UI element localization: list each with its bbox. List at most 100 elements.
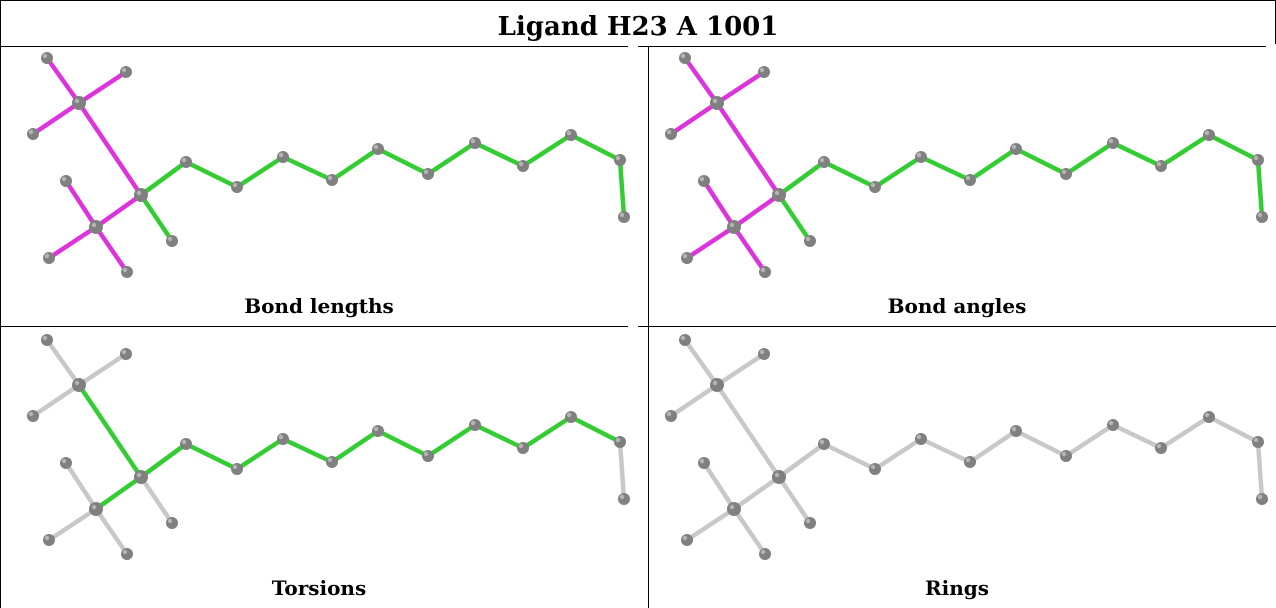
bond [30,382,82,419]
atom-highlight [423,451,429,457]
atom [681,252,693,264]
atom-highlight [619,494,625,500]
atom [565,411,577,423]
atom [60,175,72,187]
bond [668,100,720,137]
bond [1158,414,1212,451]
atom-highlight [712,380,718,386]
atom-highlight [167,236,173,242]
atom-highlight [666,129,672,135]
bond [329,146,381,183]
atom-highlight [518,443,524,449]
bond [93,192,144,230]
atom [72,378,86,392]
atom [710,378,724,392]
atom-highlight [1156,443,1162,449]
atom [120,348,132,360]
atom-highlight [61,176,67,182]
atom-highlight [1204,130,1210,136]
atom-highlight [167,518,173,524]
atom [326,456,338,468]
bond [1206,132,1261,163]
bond [375,428,431,459]
atom-highlight [28,129,34,135]
bond [1255,439,1265,502]
bond [329,428,381,465]
bond [234,154,286,190]
bond [375,146,431,177]
bond [617,157,627,220]
atom [120,66,132,78]
bond [701,178,737,230]
molecule-structure [27,52,630,278]
atom [1252,154,1264,166]
atom [710,96,724,110]
bond [776,159,827,198]
atom-highlight [1061,451,1067,457]
atom-highlight [1156,161,1162,167]
atom [1155,160,1167,172]
atom-highlight [423,169,429,175]
bond [821,441,878,472]
atom [517,160,529,172]
bond [76,100,144,198]
atom-highlight [615,437,621,443]
atom [121,266,133,278]
atom-highlight [91,222,97,228]
atom-highlight [1061,169,1067,175]
atom-highlight [965,175,971,181]
atom-highlight [870,182,876,188]
atom-highlight [805,236,811,242]
atom-highlight [74,380,80,386]
atom-highlight [1108,138,1114,144]
atom [180,156,192,168]
bond [967,146,1019,183]
bond [46,506,99,543]
atom-highlight [232,464,238,470]
atom [772,188,786,202]
atom [818,156,830,168]
atom [1010,425,1022,437]
atom-highlight [136,190,142,196]
atom-highlight [619,212,625,218]
bond [520,132,574,169]
atom [915,433,927,445]
panel-bond-lengths: Bond lengths [0,44,638,324]
panel-torsions: Torsions [0,326,638,606]
atom-highlight [566,412,572,418]
bond [1063,422,1116,459]
atom [614,436,626,448]
atom [41,334,53,346]
bond [684,506,737,543]
atom-highlight [181,439,187,445]
atom [1155,442,1167,454]
bond [568,132,623,163]
bond [93,224,130,275]
atom [326,174,338,186]
panel-caption: Rings [924,576,989,600]
atom-highlight [729,222,735,228]
atom [89,502,103,516]
atom [565,129,577,141]
atom [698,457,710,469]
atom [1107,137,1119,149]
molecule-structure [27,334,630,560]
bond [918,436,973,465]
atom-highlight [759,349,765,355]
atom-highlight [470,138,476,144]
bond [714,100,782,198]
bond [234,436,286,472]
bond [617,439,627,502]
atom [679,52,691,64]
atom-highlight [1204,412,1210,418]
atom-highlight [699,458,705,464]
atom-highlight [916,152,922,158]
bond [30,100,82,137]
atom [618,211,630,223]
atom [89,220,103,234]
atom [372,143,384,155]
bond [1013,146,1069,177]
atom [517,442,529,454]
atom [43,534,55,546]
